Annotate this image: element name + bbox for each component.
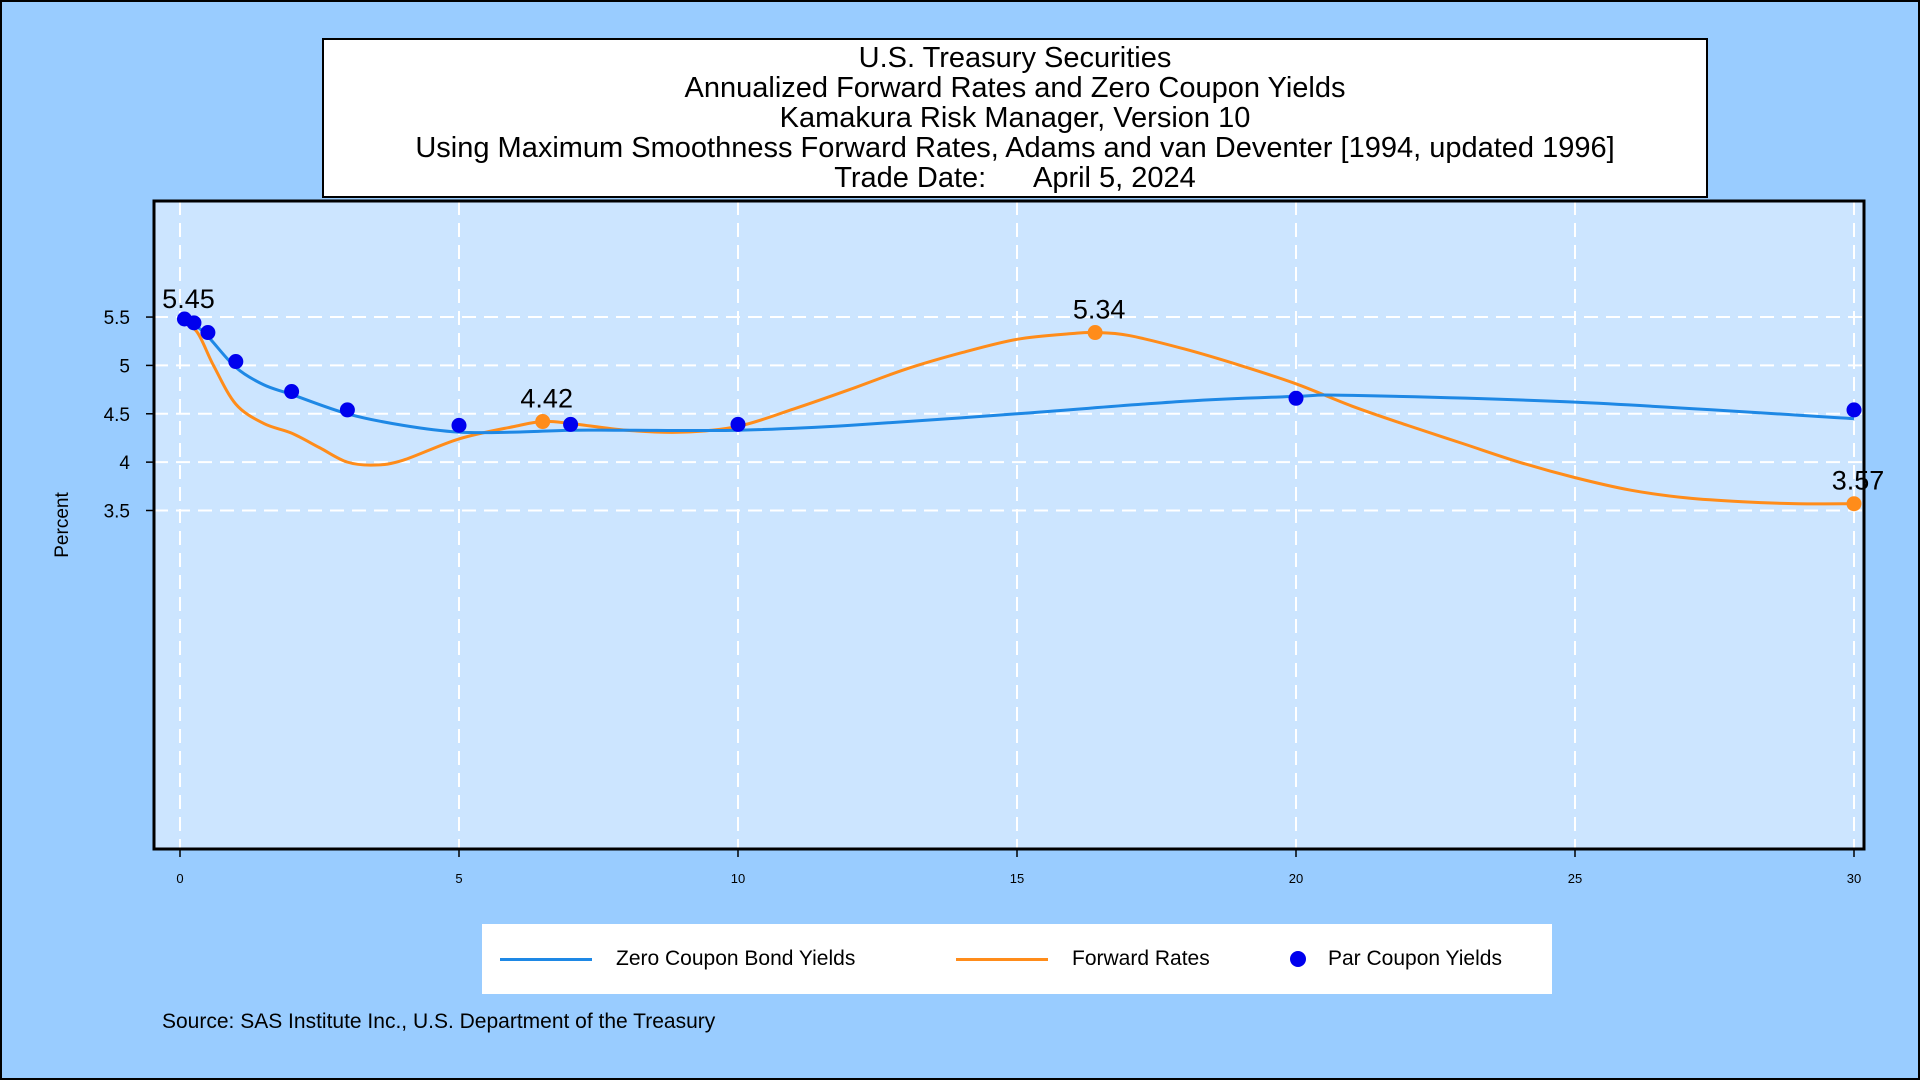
legend-swatch-forward — [956, 957, 1048, 961]
par-coupon-point — [563, 416, 579, 432]
highlight-point-3 — [1846, 496, 1862, 512]
y-tick-label-5: 5 — [119, 356, 130, 377]
highlight-point-1 — [535, 414, 551, 430]
data-label-0: 5.45 — [162, 284, 215, 314]
legend-swatch-zero — [500, 957, 592, 961]
par-coupon-point — [451, 417, 467, 433]
series-line-forward-rates — [179, 320, 1855, 506]
par-coupon-point — [228, 354, 244, 370]
axis-layer: 0 5 10 15 20 25 30 3.5 4 4.5 5 5.5 — [104, 308, 1862, 886]
grid-lines — [154, 201, 1864, 849]
chart-title-line-4: Using Maximum Smoothness Forward Rates, … — [415, 132, 1615, 164]
par-coupon-point — [186, 315, 202, 331]
chart-title-line-2: Annualized Forward Rates and Zero Coupon… — [684, 72, 1346, 104]
par-coupon-point — [339, 402, 355, 418]
chart-title-line-5: Trade Date: April 5, 2024 — [834, 162, 1196, 194]
legend-label-par: Par Coupon Yields — [1328, 947, 1502, 970]
x-tick-label-10: 10 — [731, 871, 745, 886]
legend-label-forward: Forward Rates — [1072, 947, 1210, 970]
legend-item-par: Par Coupon Yields — [1290, 924, 1502, 994]
y-tick-label-5.5: 5.5 — [104, 308, 130, 329]
legend-item-zero: Zero Coupon Bond Yields — [500, 924, 855, 994]
marker-layer — [176, 311, 1862, 512]
chart-title-line-3: Kamakura Risk Manager, Version 10 — [779, 102, 1251, 134]
data-label-2: 5.34 — [1073, 295, 1126, 325]
x-tick-label-25: 25 — [1568, 871, 1582, 886]
data-label-3: 3.57 — [1832, 466, 1885, 496]
y-tick-label-3.5: 3.5 — [104, 501, 130, 522]
highlight-point-2 — [1087, 325, 1103, 341]
data-label-1: 4.42 — [520, 384, 573, 414]
label-layer: 5.45 4.42 5.34 3.57 — [162, 284, 1884, 496]
legend-swatch-par — [1290, 951, 1306, 967]
x-tick-label-5: 5 — [455, 871, 462, 886]
par-coupon-point — [284, 384, 300, 400]
series-layer — [179, 320, 1855, 506]
x-tick-label-20: 20 — [1289, 871, 1303, 886]
source-note: Source: SAS Institute Inc., U.S. Departm… — [162, 1010, 716, 1033]
chart-title-line-1: U.S. Treasury Securities — [858, 42, 1172, 74]
par-coupon-point — [730, 416, 746, 432]
legend: Zero Coupon Bond Yields Forward Rates Pa… — [482, 924, 1552, 994]
plot-area — [154, 201, 1864, 849]
legend-label-zero: Zero Coupon Bond Yields — [616, 947, 856, 970]
y-axis-label: Percent — [52, 492, 73, 558]
plot-border — [152, 199, 1866, 851]
series-line-zero-coupon-bond-yields — [179, 320, 1855, 435]
y-tick-label-4.5: 4.5 — [104, 405, 130, 426]
x-tick-label-30: 30 — [1847, 871, 1861, 886]
chart-title-box: U.S. Treasury Securities Annualized Forw… — [322, 38, 1708, 198]
par-coupon-point — [1288, 390, 1304, 406]
par-coupon-point — [1846, 402, 1862, 418]
x-tick-label-0: 0 — [176, 871, 183, 886]
par-coupon-point — [200, 325, 216, 341]
y-tick-label-4: 4 — [119, 453, 130, 474]
x-tick-label-15: 15 — [1010, 871, 1024, 886]
legend-item-forward: Forward Rates — [956, 924, 1210, 994]
